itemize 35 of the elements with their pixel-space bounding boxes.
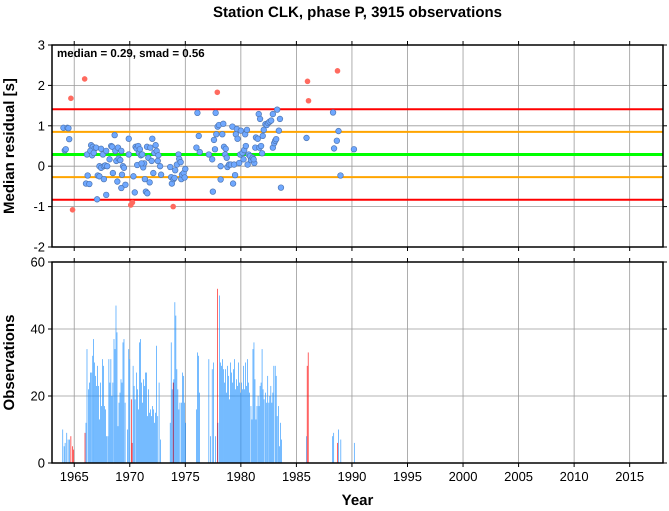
- y-tick-label: 2: [38, 78, 45, 93]
- point: [130, 200, 136, 206]
- point: [68, 96, 74, 102]
- y-axis-title: Observations: [1, 314, 18, 410]
- y-tick-label: -2: [33, 240, 45, 254]
- y-tick-label: 3: [38, 38, 45, 52]
- y-tick-label: 1: [38, 118, 45, 134]
- annotation: median = 0.29, smad = 0.56: [57, 48, 205, 60]
- x-tick-label: 2015: [615, 469, 644, 484]
- x-tick-label: 1995: [393, 469, 422, 484]
- point: [334, 68, 340, 74]
- point: [306, 98, 312, 104]
- x-tick-label: 2005: [504, 469, 534, 484]
- x-tick-label: 1975: [170, 469, 200, 484]
- x-tick-label: 1985: [282, 469, 311, 484]
- chart-title: Station CLK, phase P, 3915 observations: [213, 4, 502, 21]
- x-tick-label: 1980: [226, 469, 256, 484]
- x-tick-label: 1990: [337, 469, 366, 484]
- y-tick-label: 60: [30, 254, 45, 270]
- y-tick-label: 40: [30, 322, 45, 336]
- point: [82, 76, 88, 82]
- y-tick-label: 20: [30, 388, 45, 404]
- x-tick-label: 1970: [115, 469, 144, 484]
- point: [170, 204, 176, 210]
- point: [70, 207, 76, 213]
- point: [304, 78, 310, 84]
- y-tick-label: 0: [38, 456, 45, 470]
- x-tick-label: 1965: [60, 469, 89, 484]
- x-tick-label: 2010: [560, 469, 589, 484]
- y-axis-title: Median residual [s]: [1, 78, 18, 214]
- point: [214, 89, 220, 96]
- x-axis-title: Year: [342, 492, 374, 509]
- y-tick-label: -1: [33, 199, 45, 214]
- x-tick-label: 2000: [448, 469, 478, 484]
- y-tick-label: 0: [38, 158, 45, 174]
